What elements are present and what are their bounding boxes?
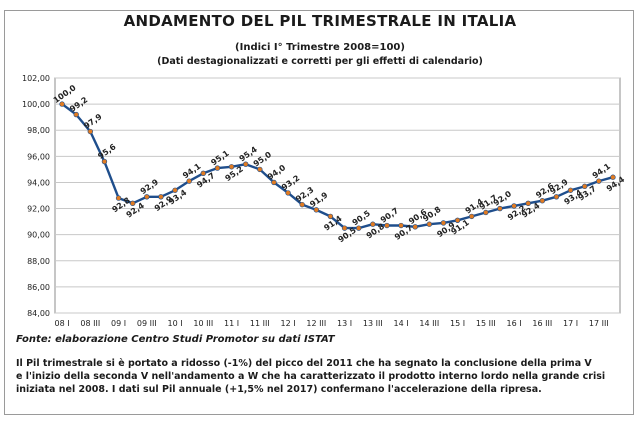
data-point	[440, 220, 447, 226]
x-tick-label: 12 I	[281, 319, 296, 328]
y-tick-label: 92,00	[27, 205, 50, 214]
data-point	[299, 201, 305, 208]
data-point	[497, 205, 503, 212]
y-tick-label: 88,00	[27, 257, 50, 266]
data-point	[384, 222, 390, 229]
data-point	[341, 225, 348, 231]
x-tick-label: 16 III	[532, 319, 552, 328]
data-point	[214, 165, 221, 171]
x-tick-label: 09 I	[111, 319, 126, 328]
commentary-text: Il Pil trimestrale si è portato a ridoss…	[16, 357, 624, 396]
x-tick-label: 16 I	[507, 319, 522, 328]
data-point	[242, 161, 249, 167]
data-point	[313, 207, 320, 213]
data-point	[73, 111, 79, 118]
data-point	[581, 183, 588, 190]
data-point	[186, 178, 192, 184]
data-point	[228, 164, 235, 170]
data-point	[370, 221, 376, 227]
data-point	[327, 213, 334, 220]
data-point	[172, 187, 178, 193]
x-tick-label: 08 I	[55, 319, 70, 328]
y-tick-label: 94,00	[27, 178, 50, 187]
source-note: Fonte: elaborazione Centro Studi Promoto…	[16, 334, 335, 345]
data-point	[596, 178, 602, 184]
y-tick-label: 102,00	[22, 74, 50, 83]
x-tick-label: 17 I	[563, 319, 578, 328]
data-point	[355, 225, 362, 231]
data-point	[129, 200, 136, 207]
x-tick-label: 12 III	[306, 319, 326, 328]
x-tick-label: 14 III	[419, 319, 439, 328]
data-point	[483, 209, 489, 216]
data-point	[539, 198, 546, 204]
data-point	[426, 221, 433, 227]
data-point	[398, 222, 404, 229]
data-point	[200, 170, 207, 177]
data-point	[158, 194, 164, 200]
data-point	[567, 187, 574, 193]
commentary-line: iniziata nel 2008. I dati sul Pil annual…	[16, 384, 542, 395]
chart-subtitle-note: (Dati destagionalizzati e corretti per g…	[157, 56, 483, 67]
data-point	[101, 158, 108, 165]
data-point	[412, 224, 418, 230]
data-point	[468, 213, 475, 220]
x-tick-label: 15 III	[476, 319, 496, 328]
y-tick-label: 86,00	[27, 283, 50, 292]
commentary-line: Il Pil trimestrale si è portato a ridoss…	[16, 358, 592, 369]
data-point	[144, 194, 150, 200]
x-tick-label: 11 III	[250, 319, 270, 328]
chart-title: ANDAMENTO DEL PIL TRIMESTRALE IN ITALIA	[123, 12, 517, 30]
data-point	[511, 203, 517, 209]
data-point	[610, 174, 616, 180]
data-point	[115, 195, 122, 201]
chart-subtitle: (Indici I° Trimestre 2008=100)	[235, 42, 405, 53]
data-point	[59, 101, 65, 107]
x-tick-label: 09 III	[137, 319, 157, 328]
y-tick-label: 100,00	[22, 100, 50, 109]
data-point	[271, 179, 277, 186]
x-tick-label: 10 III	[193, 319, 213, 328]
data-point	[454, 217, 461, 224]
commentary-line: e l'inizio della seconda V nell'andament…	[16, 371, 606, 382]
x-tick-label: 17 III	[589, 319, 609, 328]
x-tick-label: 13 III	[363, 319, 383, 328]
x-tick-label: 13 I	[337, 319, 352, 328]
data-point	[525, 200, 531, 207]
y-tick-label: 96,00	[27, 152, 50, 161]
data-point	[285, 190, 291, 196]
y-tick-label: 98,00	[27, 126, 50, 135]
y-tick-label: 84,00	[27, 309, 50, 318]
data-point	[87, 128, 94, 135]
gdp-series-line	[61, 103, 614, 230]
data-point	[257, 166, 263, 173]
x-tick-label: 15 I	[450, 319, 465, 328]
x-tick-label: 10 I	[168, 319, 183, 328]
x-tick-label: 14 I	[394, 319, 409, 328]
x-tick-label: 08 III	[80, 319, 100, 328]
data-point	[553, 194, 560, 200]
y-tick-label: 90,00	[27, 231, 50, 240]
x-tick-label: 11 I	[224, 319, 239, 328]
